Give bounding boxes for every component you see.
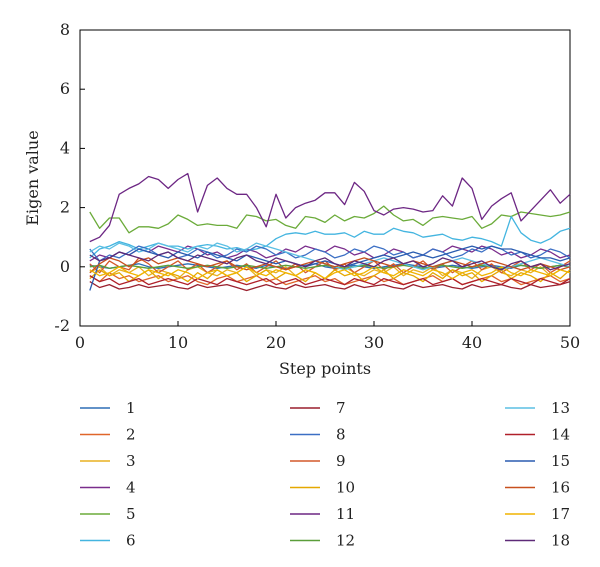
series-line-15	[89, 245, 571, 291]
y-tick-label: 2	[60, 198, 70, 217]
legend-label-9: 9	[336, 452, 346, 470]
series-line-16	[89, 257, 571, 274]
y-axis-label: Eigen value	[23, 130, 42, 225]
series-line-6	[89, 215, 571, 259]
x-tick-label: 20	[266, 333, 286, 352]
legend-label-2: 2	[126, 426, 136, 444]
series-line-11	[89, 172, 571, 243]
y-tick-label: -2	[54, 316, 70, 335]
legend-label-17: 17	[551, 505, 570, 523]
y-axis: -2 0 2 4 6 8	[54, 20, 85, 335]
x-tick-label: 30	[364, 333, 384, 352]
series-line-17	[89, 266, 571, 280]
series-line-10	[89, 269, 571, 283]
legend-label-11: 11	[336, 505, 355, 523]
legend-label-3: 3	[126, 452, 136, 470]
legend-label-13: 13	[551, 399, 570, 417]
legend-label-4: 4	[126, 479, 136, 497]
series-line-18	[89, 251, 571, 271]
y-tick-label: 8	[60, 20, 70, 39]
legend-label-14: 14	[551, 426, 570, 444]
y-tick-label: 4	[60, 138, 70, 157]
series-line-5	[89, 205, 571, 234]
legend-label-12: 12	[336, 532, 355, 550]
legend-label-5: 5	[126, 505, 136, 523]
series-line-7	[89, 280, 571, 292]
legend-label-6: 6	[126, 532, 136, 550]
legend-label-15: 15	[551, 452, 570, 470]
legend-label-18: 18	[551, 532, 570, 550]
series-line-4	[89, 245, 571, 262]
x-axis-label: Step points	[279, 359, 371, 378]
y-tick-label: 6	[60, 79, 70, 98]
x-tick-label: 40	[462, 333, 482, 352]
x-tick-label: 50	[560, 333, 580, 352]
plot-frame	[79, 29, 571, 327]
legend-label-16: 16	[551, 479, 570, 497]
series-lines	[89, 172, 571, 292]
x-tick-label: 0	[75, 333, 85, 352]
legend-label-8: 8	[336, 426, 346, 444]
legend-label-1: 1	[126, 399, 136, 417]
x-axis: 0 10 20 30 40 50	[75, 321, 580, 352]
legend-label-7: 7	[336, 399, 346, 417]
legend-label-10: 10	[336, 479, 355, 497]
x-tick-label: 10	[168, 333, 188, 352]
y-tick-label: 0	[60, 257, 70, 276]
series-line-14	[89, 275, 571, 286]
